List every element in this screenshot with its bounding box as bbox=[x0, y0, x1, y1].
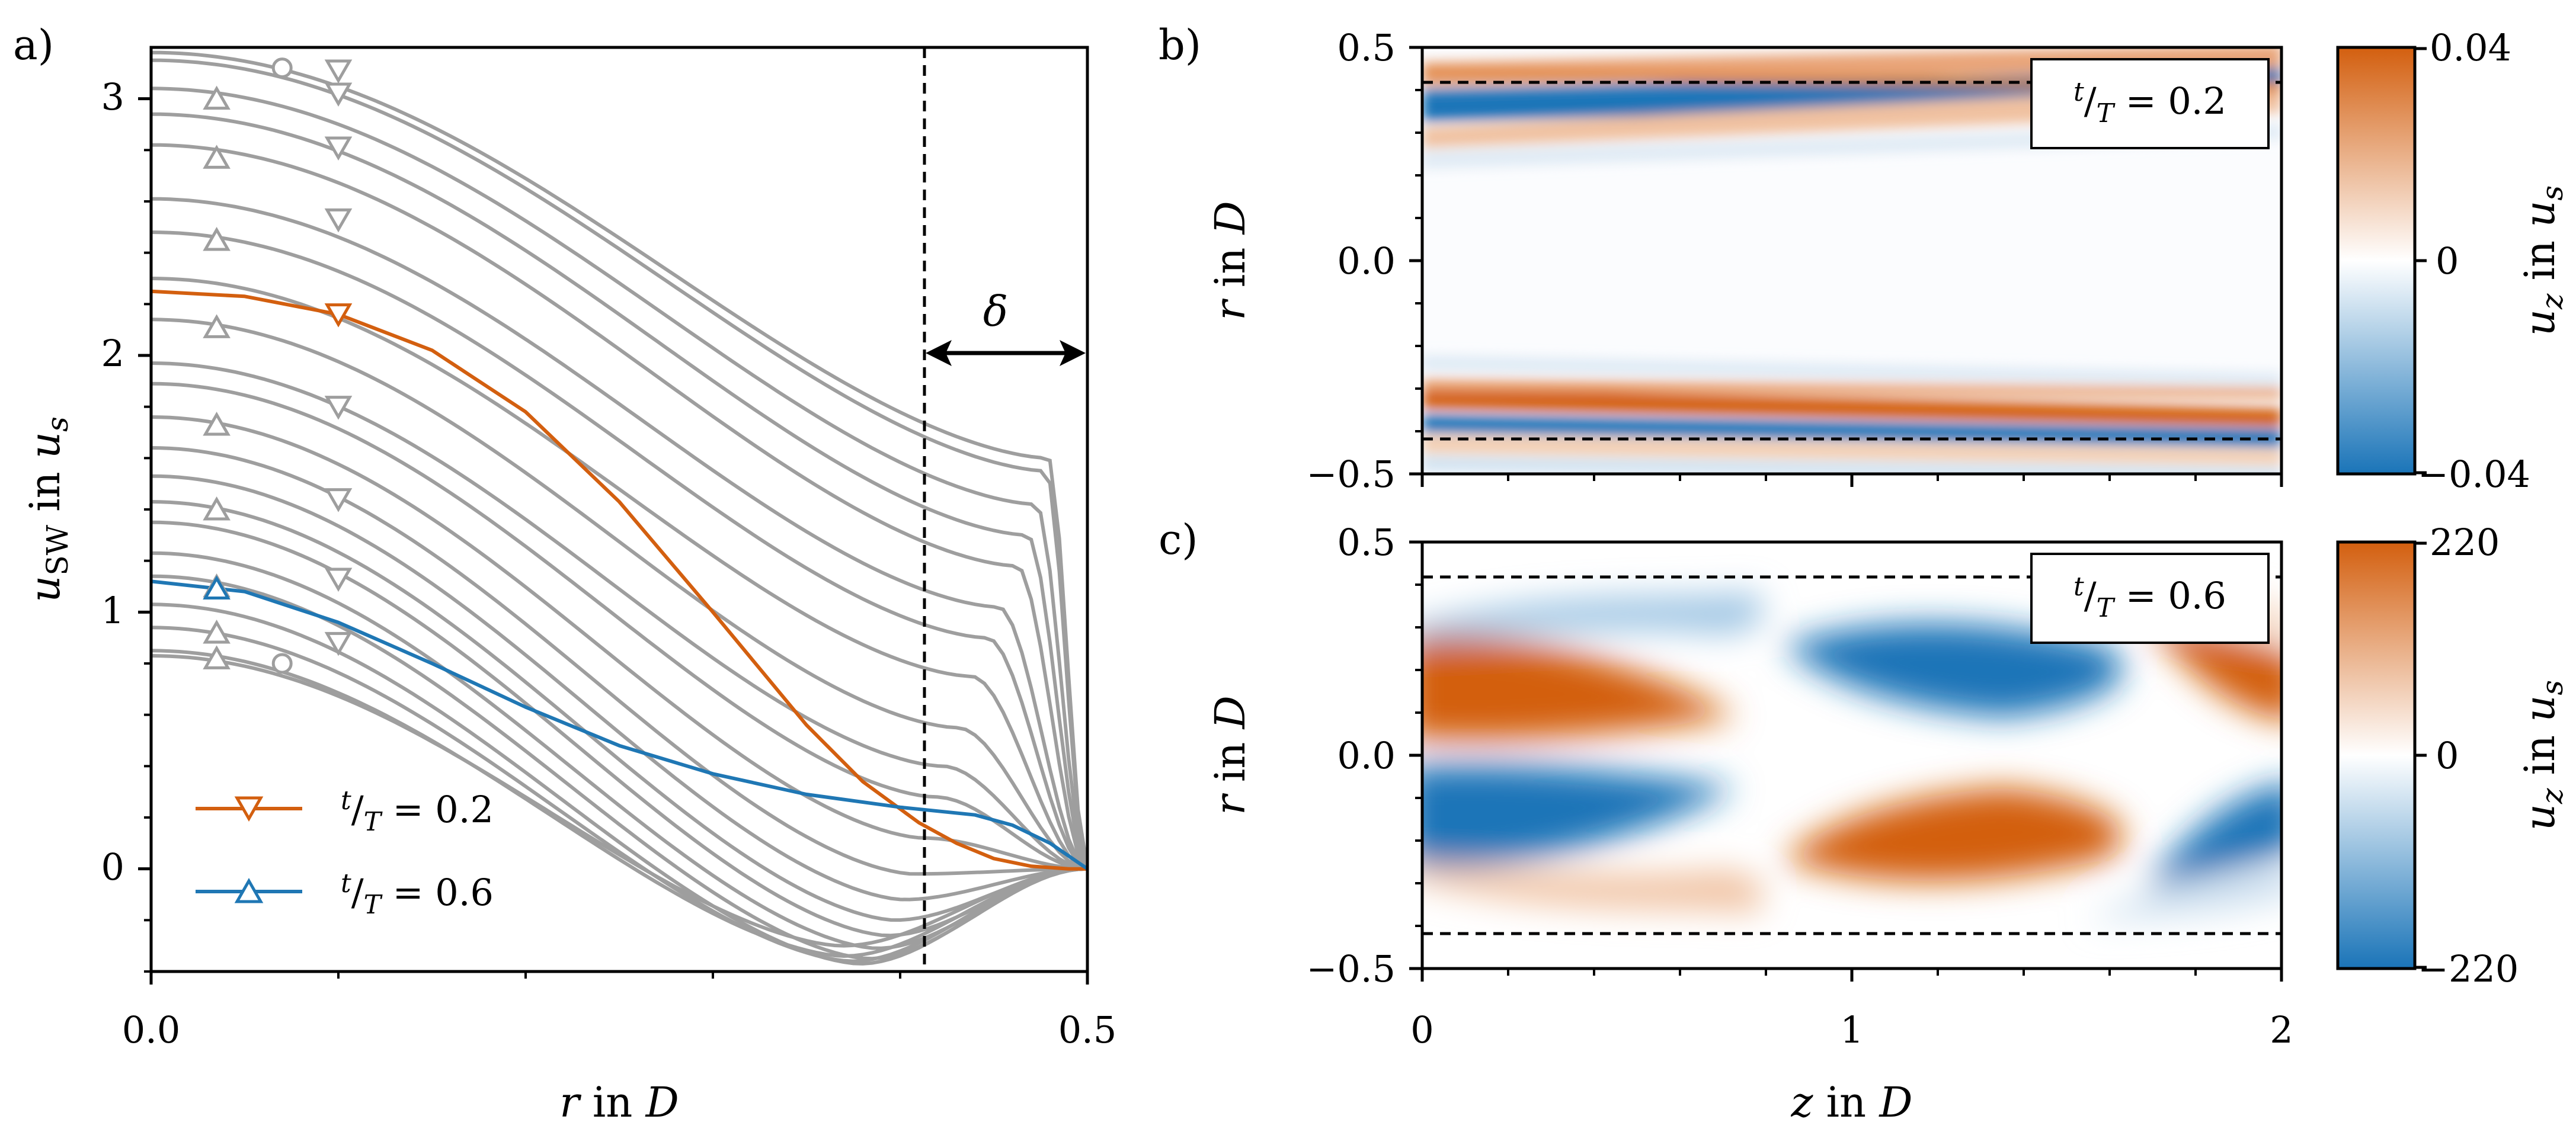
a-x-axis-label: r in D bbox=[559, 1078, 679, 1127]
curve-markers bbox=[203, 57, 353, 674]
delta-label: δ bbox=[983, 287, 1008, 336]
c-x-axis-label: z in D bbox=[1791, 1078, 1913, 1127]
highlight-series bbox=[151, 289, 1087, 871]
a-xtick-label-0: 0.0 bbox=[122, 1008, 181, 1051]
grey-curve bbox=[151, 230, 1087, 871]
b-cbar-tick-zero: 0 bbox=[2436, 239, 2459, 283]
c-y-axis-label: r in D bbox=[1206, 695, 1255, 815]
marker-series-blue bbox=[203, 575, 231, 599]
c-xtick-label-1: 1 bbox=[1840, 1008, 1863, 1051]
svg-text:t/T = 0.2: t/T = 0.2 bbox=[2073, 77, 2226, 129]
a-xtick-label-1: 0.5 bbox=[1058, 1008, 1117, 1051]
axes-a-frame bbox=[149, 46, 1089, 973]
heatmap-c-label-box: t/T = 0.6 bbox=[2030, 553, 2270, 644]
panel-label-a: a) bbox=[13, 21, 54, 69]
c-ytick-label-2: −0.5 bbox=[1306, 947, 1396, 990]
marker-up-grey bbox=[203, 145, 231, 169]
colorbar-c bbox=[2336, 540, 2417, 970]
axes-c-ticks bbox=[1409, 540, 2283, 982]
grey-curve bbox=[151, 58, 1087, 870]
delta-arrow bbox=[926, 340, 1086, 366]
marker-up-grey bbox=[203, 314, 231, 338]
grey-curve bbox=[151, 50, 1087, 870]
marker-up-grey bbox=[203, 226, 231, 251]
c-xtick-label-2: 2 bbox=[2270, 1008, 2293, 1051]
grey-curves bbox=[151, 50, 1087, 966]
colorbar-b bbox=[2336, 46, 2417, 476]
grey-curve bbox=[151, 112, 1087, 870]
heatmap-b-label-box: t/T = 0.2 bbox=[2030, 58, 2270, 149]
b-colorbar-label: uz in us bbox=[2516, 185, 2569, 336]
grey-curve bbox=[151, 602, 1087, 966]
marker-down-grey bbox=[324, 568, 353, 592]
grey-curve bbox=[151, 86, 1087, 870]
grey-curve bbox=[151, 474, 1087, 902]
marker-up-grey bbox=[203, 619, 231, 644]
axes-a-ticks bbox=[138, 97, 1089, 985]
c-cbar-tick-zero: 0 bbox=[2436, 734, 2459, 777]
c-cbar-tick-min: −220 bbox=[2418, 947, 2519, 990]
c-cbar-tick-max: 220 bbox=[2430, 521, 2500, 564]
grey-curve bbox=[151, 654, 1087, 948]
marker-up-grey bbox=[203, 645, 231, 669]
panel-label-c: c) bbox=[1159, 515, 1198, 564]
a-ytick-label-1: 1 bbox=[101, 589, 124, 632]
grey-curve bbox=[151, 551, 1087, 950]
a-ytick-label-2: 2 bbox=[101, 332, 124, 375]
grey-curve bbox=[151, 626, 1087, 963]
grey-curve bbox=[151, 381, 1087, 871]
marker-circle-grey bbox=[271, 653, 293, 674]
marker-down-grey bbox=[324, 631, 353, 656]
grey-curve bbox=[151, 500, 1087, 922]
b-ytick-label-1: 0.0 bbox=[1337, 239, 1396, 283]
grey-curve bbox=[151, 143, 1087, 870]
b-cbar-tick-min: −0.04 bbox=[2418, 453, 2530, 496]
c-xtick-label-0: 0 bbox=[1410, 1008, 1433, 1051]
marker-series-orange bbox=[324, 303, 353, 328]
grey-curve bbox=[151, 277, 1087, 871]
a-y-axis-label: uSW in us bbox=[21, 416, 75, 602]
grey-curve bbox=[151, 520, 1087, 938]
c-colorbar-label: uz in us bbox=[2516, 680, 2569, 831]
marker-up-grey bbox=[203, 411, 231, 436]
marker-down-grey bbox=[324, 208, 353, 233]
grey-curve bbox=[151, 649, 1087, 958]
b-cbar-tick-max: 0.04 bbox=[2430, 26, 2511, 69]
a-ytick-label-0: 0 bbox=[101, 845, 124, 889]
marker-down-grey bbox=[324, 396, 353, 420]
marker-up-grey bbox=[203, 496, 231, 521]
grey-curve bbox=[151, 361, 1087, 871]
marker-down-grey bbox=[324, 82, 353, 107]
grey-curve bbox=[151, 318, 1087, 871]
series-line-orange bbox=[151, 289, 1087, 871]
grey-curve bbox=[151, 197, 1087, 870]
c-ytick-label-0: 0.5 bbox=[1337, 521, 1396, 564]
series-line-blue bbox=[151, 579, 1087, 871]
marker-circle-grey bbox=[271, 57, 293, 79]
legend-a: t/T = 0.2 t/T = 0.6 bbox=[196, 785, 494, 920]
legend-blue-label: t/T = 0.6 bbox=[341, 868, 494, 920]
marker-down-grey bbox=[324, 136, 353, 161]
axes-b-ticks bbox=[1409, 46, 2283, 487]
b-y-axis-label: r in D bbox=[1206, 201, 1255, 320]
legend-orange-label: t/T = 0.2 bbox=[341, 785, 494, 837]
svg-text:t/T = 0.6: t/T = 0.6 bbox=[2073, 572, 2226, 623]
a-ytick-label-3: 3 bbox=[101, 75, 124, 118]
grey-curve bbox=[151, 446, 1087, 876]
panel-label-b: b) bbox=[1159, 21, 1201, 69]
b-ytick-label-0: 0.5 bbox=[1337, 26, 1396, 69]
grey-curve bbox=[151, 415, 1087, 871]
marker-down-grey bbox=[324, 59, 353, 84]
marker-down-grey bbox=[324, 488, 353, 512]
c-ytick-label-1: 0.0 bbox=[1337, 734, 1396, 777]
marker-up-grey bbox=[203, 85, 231, 110]
b-ytick-label-2: −0.5 bbox=[1306, 453, 1396, 496]
